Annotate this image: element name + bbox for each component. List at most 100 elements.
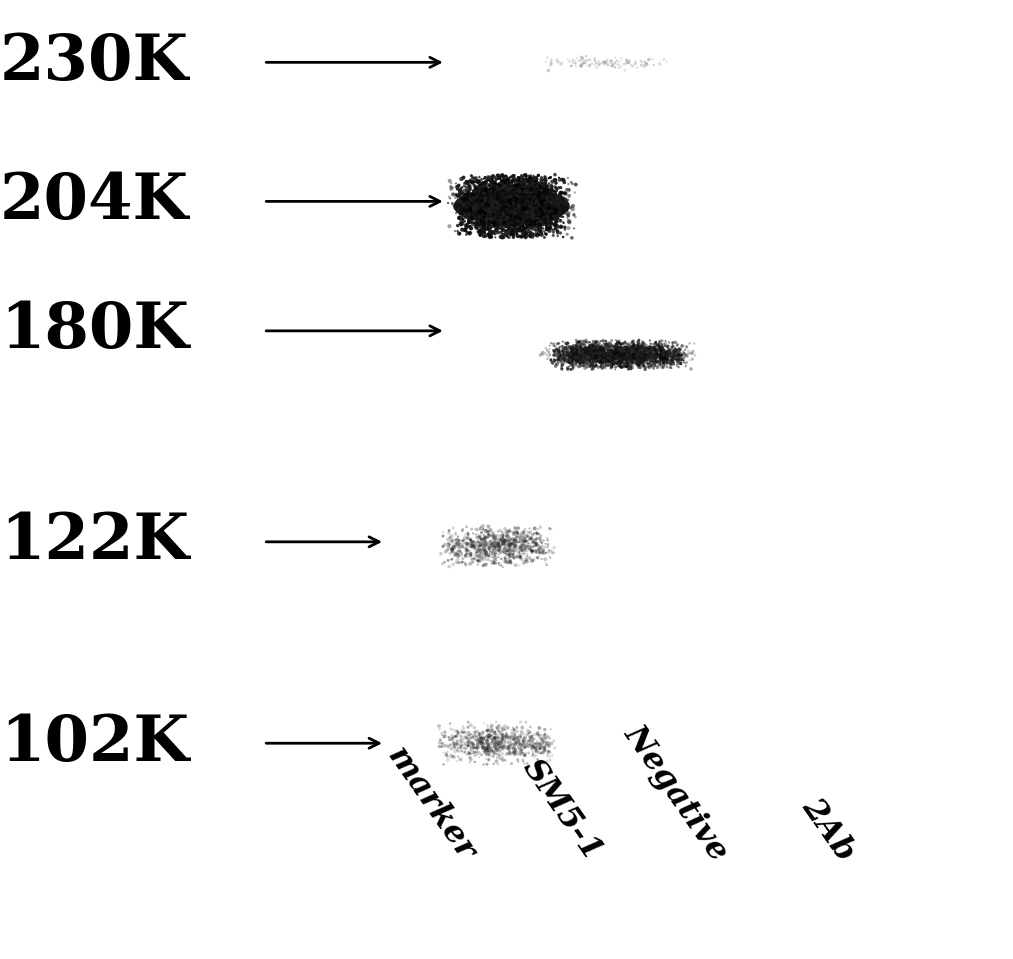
Point (617, 346, 633, 362)
Point (486, 187, 502, 202)
Point (531, 204, 547, 220)
Point (489, 757, 505, 772)
Point (504, 178, 521, 194)
Point (516, 746, 532, 761)
Point (450, 737, 466, 752)
Point (569, 353, 586, 368)
Point (653, 348, 670, 363)
Point (540, 221, 556, 236)
Point (490, 719, 506, 735)
Point (469, 193, 485, 208)
Point (607, 350, 623, 365)
Point (485, 182, 501, 198)
Point (648, 346, 665, 362)
Point (673, 349, 689, 364)
Point (561, 54, 577, 69)
Point (576, 350, 593, 365)
Point (627, 338, 643, 353)
Point (517, 200, 533, 216)
Point (637, 342, 653, 358)
Point (621, 349, 637, 364)
Point (469, 546, 485, 561)
Point (535, 199, 551, 215)
Point (473, 208, 489, 223)
Point (654, 340, 671, 356)
Point (515, 202, 531, 218)
Point (585, 352, 601, 367)
Point (619, 344, 635, 360)
Point (524, 207, 540, 222)
Point (467, 748, 483, 763)
Point (474, 738, 490, 754)
Point (486, 746, 502, 761)
Point (626, 350, 642, 365)
Point (576, 55, 593, 70)
Point (615, 353, 631, 368)
Point (488, 201, 504, 217)
Point (540, 545, 556, 560)
Point (615, 336, 631, 351)
Point (473, 203, 489, 219)
Point (480, 722, 496, 737)
Point (588, 353, 604, 368)
Point (503, 181, 520, 197)
Point (533, 175, 549, 191)
Point (471, 217, 487, 232)
Point (481, 205, 497, 221)
Point (646, 359, 663, 374)
Point (478, 202, 494, 218)
Point (652, 353, 669, 368)
Point (444, 543, 460, 558)
Point (528, 741, 544, 757)
Point (637, 347, 653, 363)
Point (497, 180, 514, 196)
Point (588, 350, 604, 365)
Point (490, 555, 506, 571)
Point (521, 207, 537, 222)
Point (477, 198, 493, 213)
Point (647, 341, 664, 357)
Point (619, 355, 635, 370)
Point (492, 191, 509, 206)
Point (530, 197, 546, 212)
Point (463, 202, 479, 218)
Point (495, 198, 512, 213)
Point (500, 548, 517, 563)
Point (486, 194, 502, 209)
Point (537, 181, 553, 197)
Point (494, 195, 511, 210)
Point (528, 215, 544, 230)
Point (541, 175, 557, 191)
Point (499, 533, 516, 549)
Point (510, 731, 526, 746)
Point (496, 740, 513, 756)
Point (618, 52, 634, 67)
Point (565, 344, 581, 360)
Point (480, 177, 496, 193)
Point (633, 339, 649, 354)
Point (606, 346, 622, 362)
Point (494, 529, 511, 545)
Point (483, 550, 499, 565)
Point (551, 173, 567, 188)
Point (648, 347, 665, 363)
Point (572, 52, 589, 67)
Point (523, 184, 539, 199)
Point (542, 201, 558, 217)
Point (638, 351, 654, 366)
Point (506, 224, 523, 240)
Point (501, 208, 518, 223)
Point (456, 189, 472, 204)
Point (499, 182, 516, 198)
Point (488, 738, 504, 754)
Point (541, 191, 557, 206)
Point (618, 352, 634, 367)
Point (541, 738, 557, 754)
Point (522, 541, 538, 556)
Point (631, 348, 647, 363)
Point (537, 196, 553, 211)
Point (461, 746, 477, 761)
Point (493, 741, 510, 757)
Point (529, 176, 545, 192)
Point (489, 203, 505, 219)
